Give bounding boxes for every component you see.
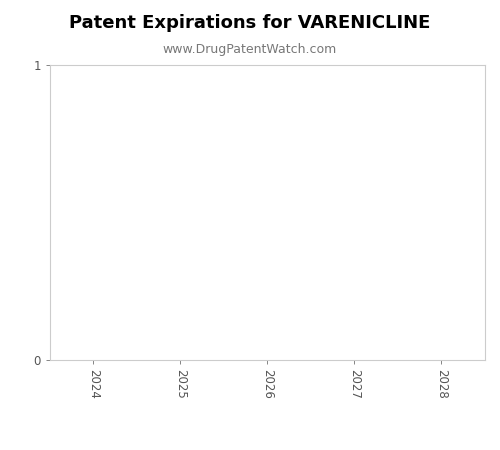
Text: www.DrugPatentWatch.com: www.DrugPatentWatch.com <box>163 43 337 56</box>
Text: Patent Expirations for VARENICLINE: Patent Expirations for VARENICLINE <box>70 14 430 32</box>
